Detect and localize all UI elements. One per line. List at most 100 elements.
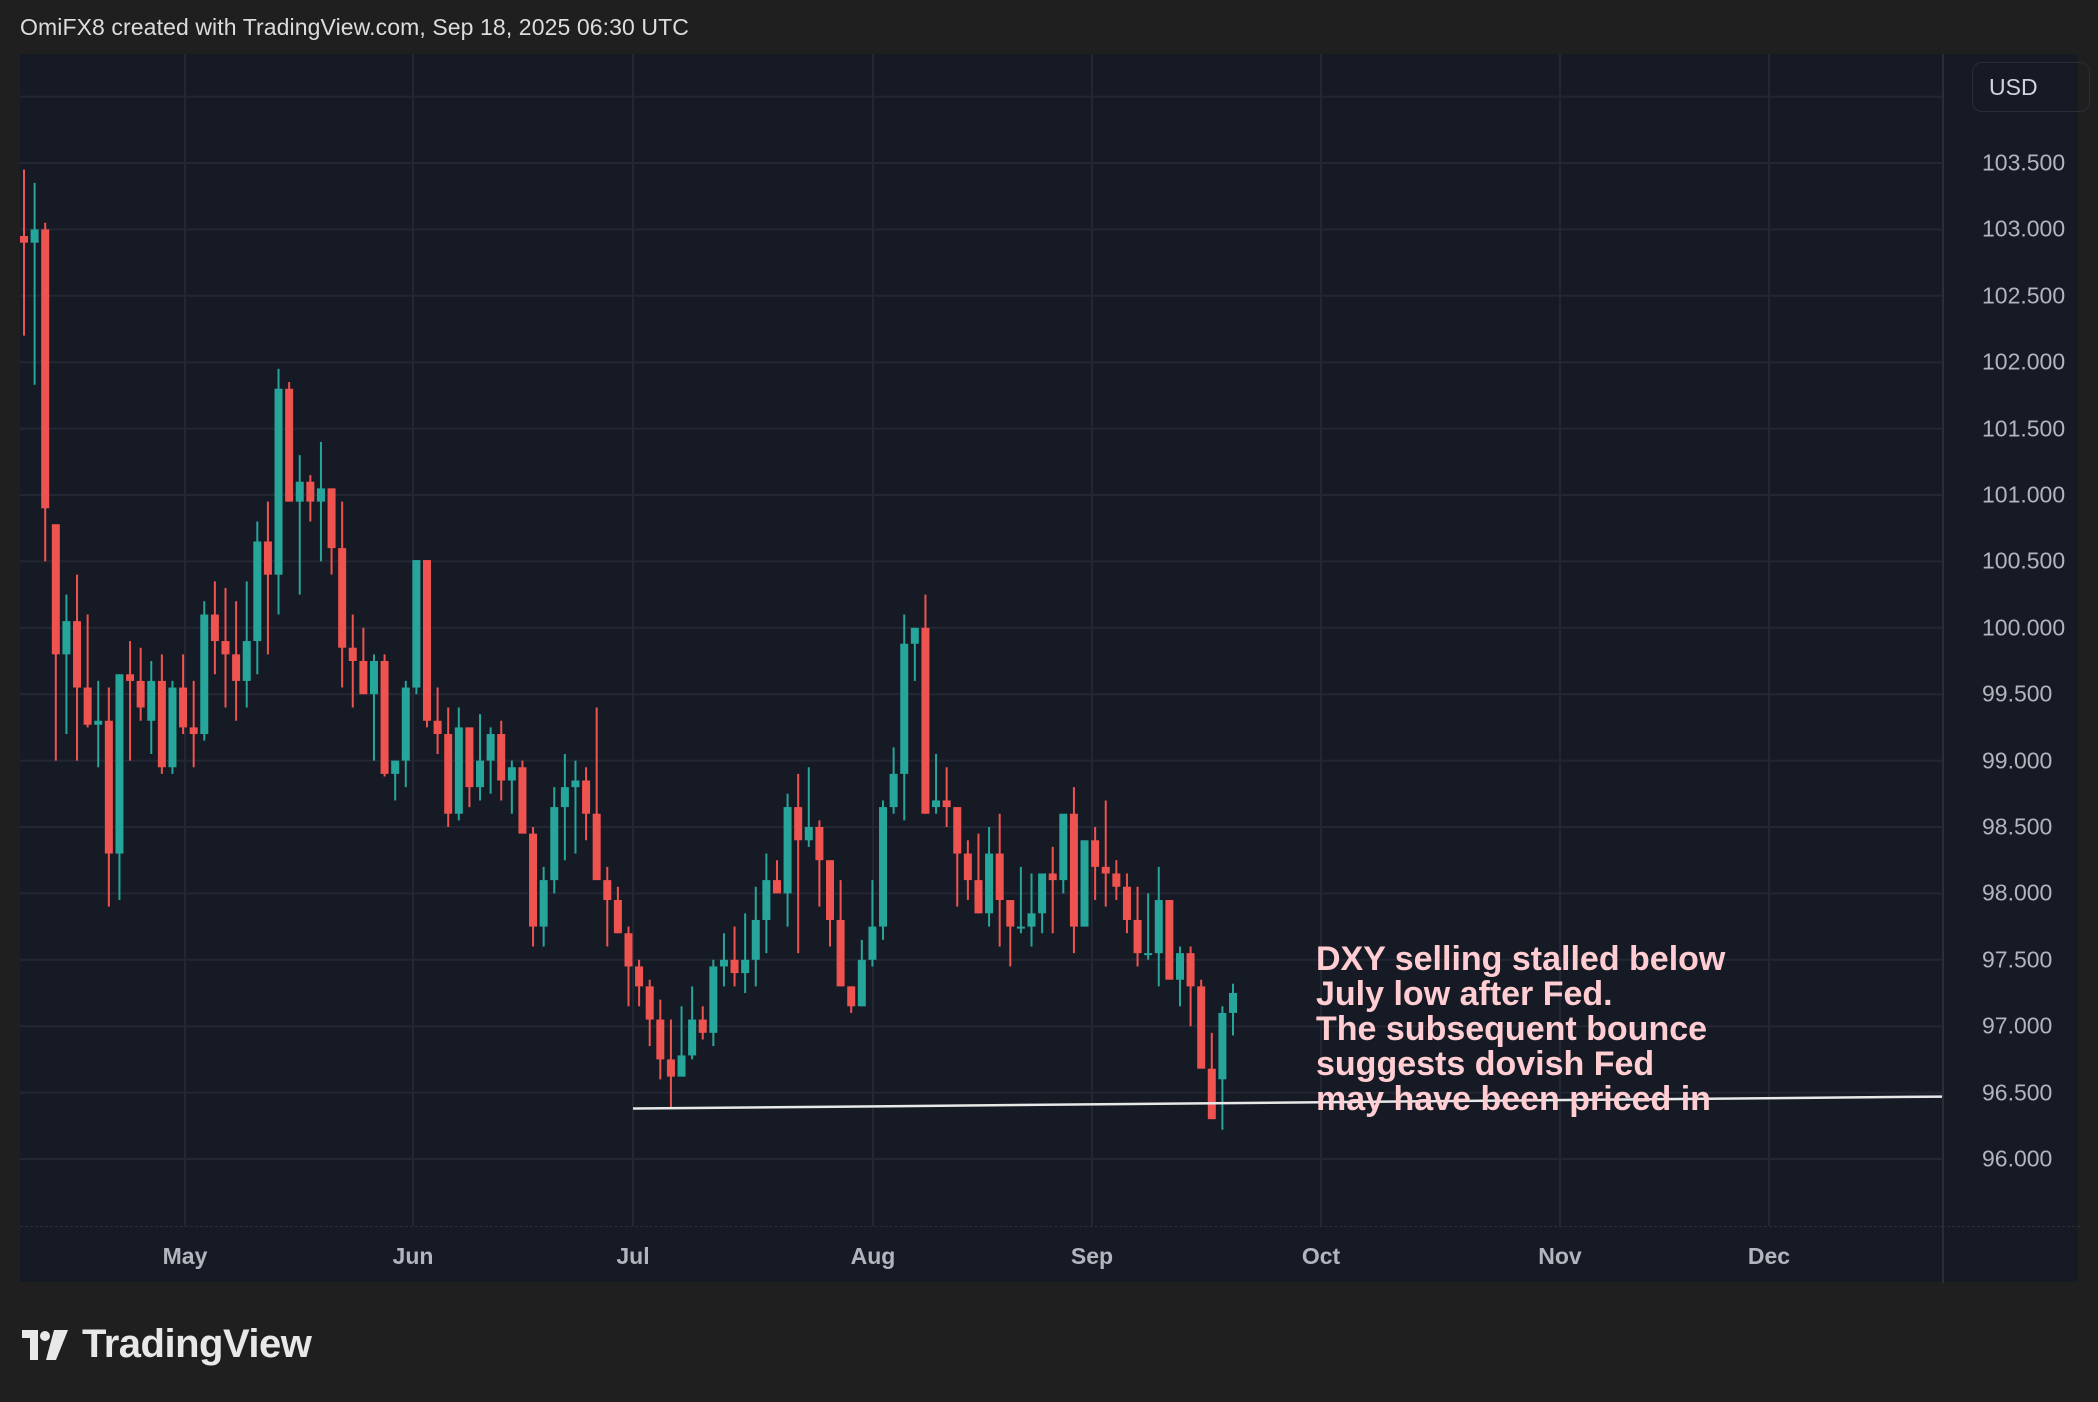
time-tick-label: Jul [616,1243,650,1269]
candle [380,654,389,777]
candle [900,614,909,821]
candle [51,524,60,761]
support-trendline[interactable] [632,1095,1942,1110]
candle [1133,886,1142,967]
candle [879,800,888,940]
time-axis[interactable]: May Jun Jul Aug Sep Oct Nov Dec [20,1226,1942,1283]
candle [1091,827,1100,901]
candle [730,926,739,987]
candle [189,680,198,768]
candle [412,560,421,695]
candle [157,654,166,774]
candle [1101,800,1110,907]
candle [645,979,654,1047]
candle [974,833,983,914]
candle [1154,866,1163,987]
candle [348,614,357,708]
candle [635,959,644,1007]
candle [1229,983,1237,1036]
candle [62,594,71,735]
candle [263,501,272,655]
candle [847,986,856,1013]
time-tick-label: Dec [1747,1243,1791,1269]
candle [751,886,760,987]
candle [942,767,951,827]
tradingview-logo-text: TradingView [82,1322,312,1366]
candle [285,382,294,502]
candle [454,707,463,821]
price-axis[interactable]: USD 103.500 103.000 102.500 102.000 101.500 1… [1942,54,2090,1226]
price-tick-label: 97.000 [1982,1012,2053,1039]
candle [910,627,919,681]
price-tick-label: 102.500 [1982,282,2066,309]
candle [857,939,866,1007]
candle [115,674,124,901]
candle [391,760,400,801]
candle [401,680,410,788]
candle [306,475,315,522]
candle [613,886,622,934]
candle [741,913,750,993]
candle [274,368,283,615]
price-tick-label: 102.000 [1982,348,2066,375]
candle [688,986,697,1060]
plot-area[interactable]: DXY selling stalled below July low after… [20,54,1942,1226]
candle [709,959,718,1047]
time-tick-label: May [162,1243,208,1269]
candle [316,441,325,562]
candle [1175,946,1184,1007]
price-tick-label: 100.000 [1982,614,2066,641]
candle [1165,900,1174,980]
candle [232,601,241,721]
candle [433,687,442,754]
candle [624,926,633,1007]
price-tick-label: 103.500 [1982,149,2066,176]
candle [444,707,453,827]
candle [147,661,156,754]
time-tick-label: Nov [1538,1243,1582,1269]
candle [1059,813,1068,894]
candle [518,760,527,834]
candle [772,860,781,894]
candle [30,182,39,385]
candle [719,933,728,987]
candle [995,813,1004,947]
candlestick-chart [20,54,1942,1226]
time-tick-label: Oct [1301,1243,1341,1269]
candle [826,860,834,947]
candle [1080,840,1089,927]
candle [210,581,219,675]
candle [932,753,941,814]
candle [476,714,485,801]
candle [253,521,262,675]
tradingview-logo: TradingView [22,1322,312,1367]
candle [423,560,431,728]
price-tick-label: 96.500 [1982,1079,2053,1106]
chart-attribution: OmiFX8 created with TradingView.com, Sep… [20,14,689,40]
candle [94,680,103,768]
candle [953,807,962,907]
candle [985,827,994,927]
price-tick-label: 101.500 [1982,415,2066,442]
candle [666,1019,675,1109]
candle [539,866,548,947]
candle [677,1006,686,1077]
candle [1197,979,1206,1069]
candle [1016,866,1025,934]
candle [507,760,516,814]
candle [783,793,792,927]
candle [836,880,845,987]
candle [1186,946,1195,1027]
candle [815,820,824,907]
candle [136,647,145,721]
candle [656,999,665,1080]
candle [1027,873,1036,947]
price-tick-label: 100.500 [1982,547,2066,574]
candle [465,727,474,808]
candle [126,641,135,761]
candle [295,455,304,595]
currency-button[interactable]: USD [1972,62,2090,112]
chart-frame: DXY selling stalled below July low after… [20,54,2090,1283]
candle [603,866,612,947]
candle [338,501,347,688]
